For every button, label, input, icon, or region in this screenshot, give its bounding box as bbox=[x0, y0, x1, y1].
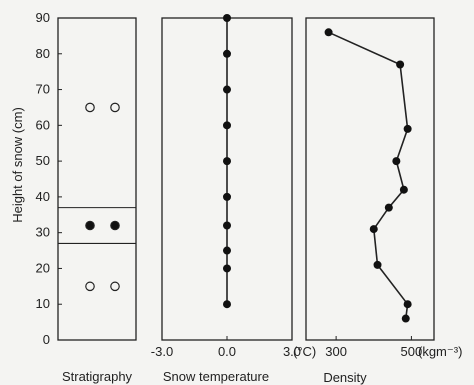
density-xlabel: Density bbox=[323, 370, 367, 385]
layer-markers bbox=[85, 102, 120, 292]
temperature-data-point bbox=[223, 221, 231, 230]
temperature-data-point bbox=[223, 264, 231, 273]
y-tick-labels: 0 10 20 30 40 50 60 70 80 90 bbox=[36, 10, 62, 347]
stratigraphy-panel: 0 10 20 30 40 50 60 70 80 90 Stratigraphy bbox=[36, 10, 137, 384]
y-tick-label: 60 bbox=[36, 117, 50, 132]
y-tick-label: 40 bbox=[36, 189, 50, 204]
density-x-tick-label: 300 bbox=[325, 344, 347, 359]
temperature-x-tick-label: 3.0 bbox=[283, 344, 301, 359]
density-x-ticks: 300 500 bbox=[325, 336, 422, 359]
layer-boundaries bbox=[58, 207, 136, 244]
y-tick-label: 90 bbox=[36, 10, 50, 25]
stratigraphy-xlabel: Stratigraphy bbox=[62, 369, 133, 384]
density-series-line bbox=[328, 31, 409, 319]
density-data-point bbox=[396, 60, 405, 69]
temperature-unit-label: (°C) bbox=[293, 344, 316, 359]
temperature-x-tick-label: -3.0 bbox=[151, 344, 173, 359]
density-data-point bbox=[403, 124, 412, 133]
density-unit-label: (kgm⁻³) bbox=[418, 344, 462, 359]
density-frame bbox=[305, 17, 435, 341]
density-data-point bbox=[384, 203, 393, 212]
y-tick-label: 80 bbox=[36, 46, 50, 61]
open-circle-marker bbox=[85, 102, 95, 113]
temperature-data-point bbox=[223, 192, 231, 201]
temperature-x-ticks: -3.0 0.0 3.0 bbox=[151, 336, 301, 359]
density-data-point bbox=[403, 300, 412, 309]
y-tick-label: 70 bbox=[36, 82, 50, 97]
density-data-point bbox=[399, 185, 408, 194]
y-tick-label: 10 bbox=[36, 296, 50, 311]
density-panel: 300 500 (kgm⁻³) Density bbox=[305, 17, 462, 385]
y-tick-label: 50 bbox=[36, 153, 50, 168]
snow-temperature-xlabel: Snow temperature bbox=[163, 369, 269, 384]
temperature-x-tick-label: 0.0 bbox=[218, 344, 236, 359]
filled-circle-marker bbox=[110, 220, 120, 231]
temperature-series bbox=[223, 14, 231, 309]
open-circle-marker bbox=[110, 281, 120, 292]
stratigraphy-frame bbox=[57, 17, 137, 341]
temperature-data-point bbox=[223, 85, 231, 94]
density-data-point bbox=[373, 260, 382, 269]
y-axis-label: Height of snow (cm) bbox=[10, 107, 25, 223]
temperature-data-point bbox=[223, 157, 231, 166]
open-circle-marker bbox=[110, 102, 120, 113]
y-tick-label: 20 bbox=[36, 260, 50, 275]
density-data-point bbox=[369, 225, 378, 234]
filled-circle-marker bbox=[85, 220, 95, 231]
open-circle-marker bbox=[85, 281, 95, 292]
temperature-data-point bbox=[223, 14, 231, 22]
density-data-point bbox=[324, 28, 333, 37]
temperature-data-point bbox=[223, 300, 231, 309]
density-x-tick-label: 500 bbox=[401, 344, 423, 359]
temperature-data-point bbox=[223, 49, 231, 58]
y-tick-label: 0 bbox=[43, 332, 50, 347]
density-series bbox=[324, 28, 412, 323]
y-tick-label: 30 bbox=[36, 225, 50, 240]
density-data-point bbox=[401, 314, 410, 323]
density-data-point bbox=[392, 157, 401, 166]
snow-temperature-panel: -3.0 0.0 3.0 (°C) Snow temperature bbox=[151, 14, 316, 384]
temperature-data-point bbox=[223, 246, 231, 255]
temperature-data-point bbox=[223, 121, 231, 130]
